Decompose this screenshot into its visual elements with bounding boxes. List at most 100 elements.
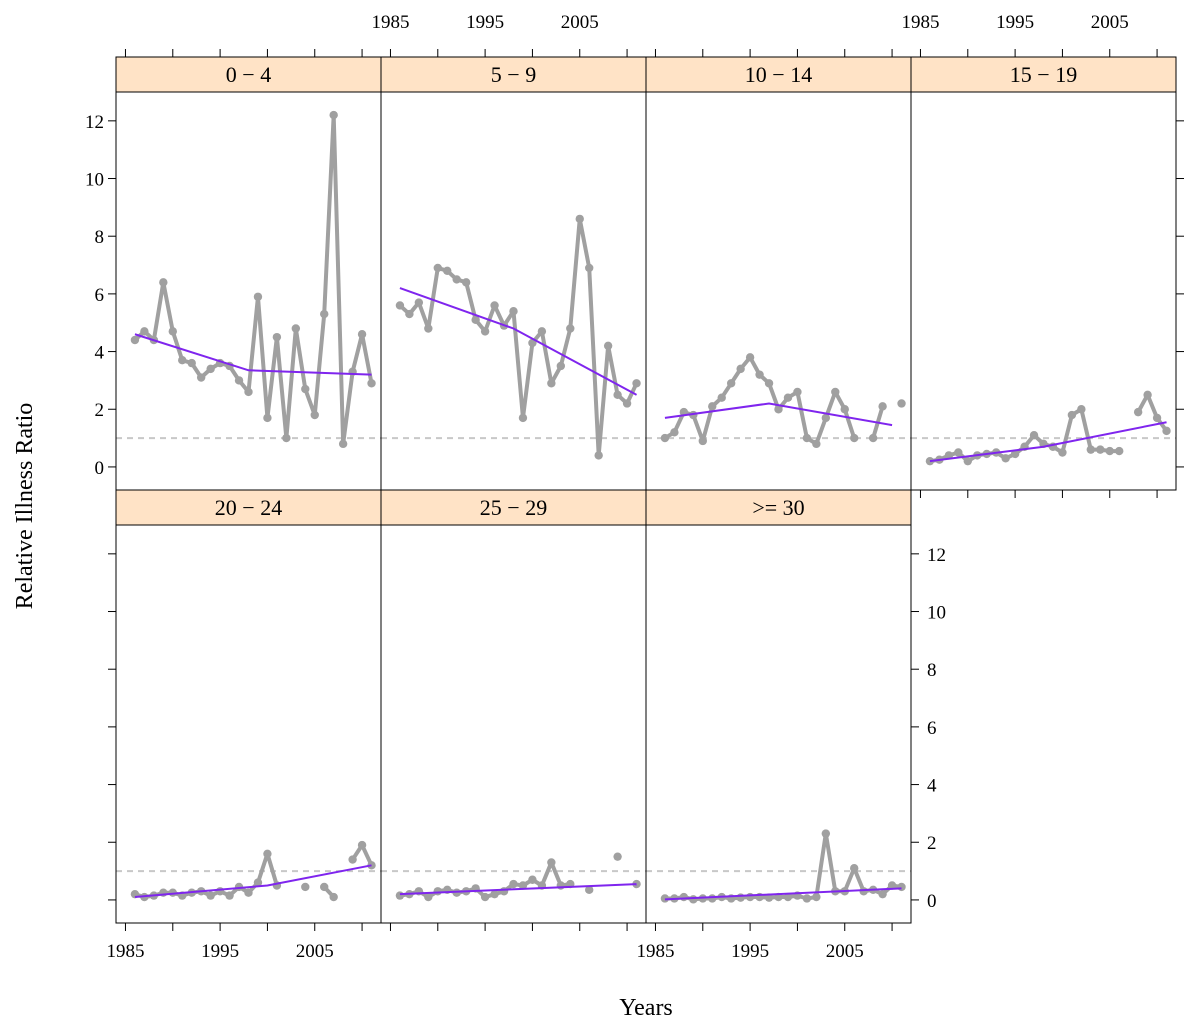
observed-series-line [663, 355, 857, 446]
observed-point [566, 324, 575, 333]
y-tick-label: 6 [927, 718, 937, 739]
observed-point [689, 895, 698, 904]
observed-point [745, 892, 755, 902]
observed-point [632, 379, 641, 388]
observed-point [357, 330, 367, 339]
observed-point [679, 892, 689, 902]
observed-point [206, 364, 215, 374]
observed-point [812, 439, 821, 449]
observed-point [1077, 405, 1086, 414]
observed-point [764, 379, 774, 388]
trend-line [664, 887, 902, 901]
observed-point [424, 892, 433, 902]
strip-label: 0 − 4 [226, 62, 271, 87]
observed-point [868, 433, 878, 443]
observed-point [726, 379, 736, 388]
observed-point [480, 892, 490, 902]
y-tick-label: 2 [927, 833, 937, 854]
observed-point [812, 892, 821, 902]
strip-background [115, 56, 382, 93]
y-tick-label: 0 [927, 891, 937, 912]
observed-point [878, 402, 887, 411]
x-tick-label: 1995 [996, 12, 1034, 33]
observed-point [575, 214, 584, 224]
observed-point [613, 852, 622, 861]
observed-point [168, 327, 177, 336]
x-tick-label: 2005 [1091, 12, 1129, 33]
panel-3: 10 − 14 [645, 56, 912, 491]
observed-point [802, 433, 812, 443]
observed-point [301, 882, 310, 892]
observed-point [736, 893, 745, 902]
observed-point [424, 324, 433, 333]
x-tick-label: 2005 [826, 941, 864, 962]
x-tick-label: 2005 [296, 941, 334, 962]
strip-background [645, 56, 912, 93]
panel-7: >= 30 [645, 489, 912, 924]
x-tick-label: 1985 [636, 941, 674, 962]
observed-point [1086, 445, 1096, 454]
observed-point [831, 387, 840, 397]
observed-point [708, 402, 717, 411]
y-tick-label: 2 [95, 400, 105, 421]
observed-point [395, 891, 405, 900]
strip-label: 25 − 29 [480, 495, 547, 520]
observed-point [585, 885, 594, 895]
observed-point [130, 335, 140, 345]
x-tick-label: 1995 [466, 12, 504, 33]
observed-point [405, 309, 414, 319]
observed-point [783, 393, 793, 402]
observed-point [291, 324, 301, 333]
observed-point [622, 399, 632, 408]
observed-point [547, 858, 556, 867]
panel-5: 20 − 24 [115, 489, 382, 924]
panel-border [380, 91, 647, 491]
observed-point [850, 864, 859, 873]
observed-point [698, 436, 707, 446]
observed-point [708, 894, 717, 903]
observed-point [963, 456, 972, 466]
observed-point [272, 332, 282, 342]
observed-series-line [1136, 392, 1169, 433]
x-tick-label: 2005 [561, 12, 599, 33]
observed-point [537, 327, 547, 336]
observed-point [1058, 448, 1067, 457]
observed-point [452, 275, 461, 284]
observed-series-line [399, 860, 571, 900]
observed-point [480, 327, 490, 336]
observed-point [585, 263, 594, 273]
observed-point [196, 373, 206, 382]
panel-border [645, 524, 912, 924]
observed-point [954, 448, 963, 457]
observed-point [509, 306, 518, 316]
observed-point [1096, 445, 1105, 454]
observed-point [490, 301, 499, 310]
strip-label: >= 30 [752, 495, 804, 520]
observed-point [556, 881, 566, 890]
observed-point [499, 887, 509, 896]
y-tick-label: 10 [85, 170, 104, 191]
observed-point [461, 278, 471, 287]
observed-point [1105, 446, 1114, 456]
observed-series-line [398, 216, 639, 458]
observed-point [320, 309, 329, 319]
panel-4: 15 − 19 [910, 56, 1177, 491]
x-tick-label: 1985 [371, 12, 409, 33]
observed-point [556, 361, 566, 371]
strip-label: 5 − 9 [491, 62, 536, 87]
strip-background [380, 489, 647, 526]
trend-line [929, 421, 1167, 463]
strip-label: 20 − 24 [215, 495, 282, 520]
panel-border [115, 524, 382, 924]
x-tick-label: 1995 [201, 941, 239, 962]
observed-point [253, 878, 263, 887]
observed-point [320, 882, 329, 892]
strip-background [380, 56, 647, 93]
observed-point [329, 110, 338, 120]
observed-point [234, 376, 244, 385]
observed-point [1010, 449, 1020, 459]
observed-point [717, 393, 726, 402]
observed-point [140, 327, 149, 336]
strip-background [115, 489, 382, 526]
